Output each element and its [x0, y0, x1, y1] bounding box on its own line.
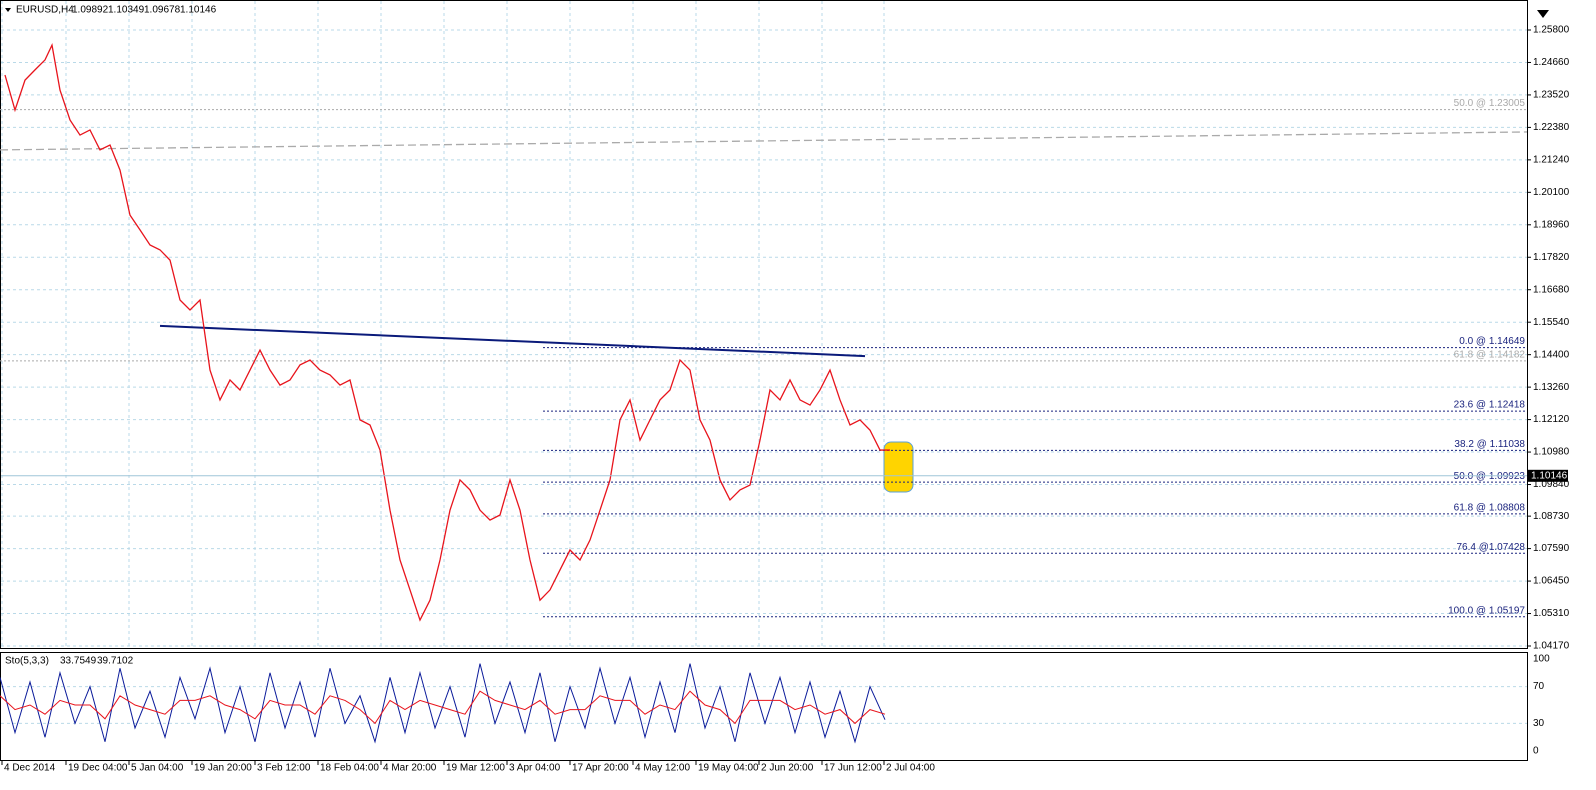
osc-value: 33.7549 [60, 656, 97, 667]
fib-label: 61.8 @ 1.14182 [1454, 350, 1526, 361]
y-tick-label: 1.23520 [1533, 90, 1570, 101]
price-line [4, 42, 890, 622]
y-tick-label: 1.04170 [1533, 641, 1570, 652]
y-tick-label: 1.17820 [1533, 252, 1570, 263]
x-tick-label: 2 Jun 20:00 [761, 763, 814, 774]
fib-label: 0.0 @ 1.14649 [1459, 336, 1525, 347]
y-tick-label: 1.06450 [1533, 576, 1570, 587]
ohlc-value: 1.09678 [144, 5, 181, 16]
ma-line [0, 131, 1528, 151]
x-tick-label: 18 Feb 04:00 [320, 763, 379, 774]
y-tick-label: 1.20100 [1533, 187, 1570, 198]
scroll-arrow [1537, 10, 1549, 18]
trendline [159, 324, 866, 358]
x-tick-label: 19 Jan 20:00 [194, 763, 252, 774]
osc-line [0, 663, 886, 744]
y-tick-label: 1.24660 [1533, 57, 1570, 68]
x-tick-label: 19 May 04:00 [698, 763, 759, 774]
x-tick-label: 19 Dec 04:00 [68, 763, 128, 774]
ohlc-value: 1.10146 [180, 5, 217, 16]
osc-line [0, 690, 886, 725]
y-tick-label: 70 [1533, 681, 1545, 692]
y-tick-label: 1.10980 [1533, 447, 1570, 458]
x-tick-label: 19 Mar 12:00 [446, 763, 505, 774]
ohlc-value: 1.09892 [72, 5, 109, 16]
y-tick-label: 1.14400 [1533, 349, 1570, 360]
x-tick-label: 5 Jan 04:00 [131, 763, 184, 774]
y-tick-label: 30 [1533, 718, 1545, 729]
fib-label: 76.4 @1.07428 [1456, 542, 1525, 553]
highlight-box [883, 441, 914, 493]
fib-label: 50.0 @ 1.23005 [1454, 98, 1526, 109]
x-tick-label: 2 Jul 04:00 [886, 763, 935, 774]
y-tick-label: 1.09840 [1533, 479, 1570, 490]
y-tick-label: 1.18960 [1533, 219, 1570, 230]
y-tick-label: 1.07590 [1533, 543, 1570, 554]
y-tick-label: 100 [1533, 654, 1550, 665]
osc-title: Sto(5,3,3) [5, 656, 49, 667]
symbol: EURUSD,H4 [16, 5, 74, 16]
x-tick-label: 17 Apr 20:00 [572, 763, 629, 774]
x-tick-label: 4 Dec 2014 [4, 763, 56, 774]
current-price-box [1528, 469, 1568, 482]
menu-arrow [5, 8, 11, 12]
y-tick-label: 1.15540 [1533, 317, 1570, 328]
y-tick-label: 1.22380 [1533, 122, 1570, 133]
y-tick-label: 0 [1533, 746, 1539, 757]
y-tick-label: 1.12120 [1533, 414, 1570, 425]
fib-label: 100.0 @ 1.05197 [1448, 605, 1525, 616]
x-tick-label: 3 Apr 04:00 [509, 763, 561, 774]
y-tick-label: 1.21240 [1533, 155, 1570, 166]
fib-label: 23.6 @ 1.12418 [1454, 400, 1526, 411]
oscillator-panel [0, 652, 1528, 761]
current-price-label: 1.10146 [1531, 470, 1568, 481]
x-tick-label: 4 May 12:00 [635, 763, 690, 774]
x-tick-label: 17 Jun 12:00 [824, 763, 882, 774]
ohlc-value: 1.10349 [108, 5, 145, 16]
y-tick-label: 1.16680 [1533, 284, 1570, 295]
y-tick-label: 1.08730 [1533, 511, 1570, 522]
fib-label: 61.8 @ 1.08808 [1454, 503, 1526, 514]
y-tick-label: 1.05310 [1533, 608, 1570, 619]
x-tick-label: 3 Feb 12:00 [257, 763, 311, 774]
y-tick-label: 1.13260 [1533, 382, 1570, 393]
price-panel [0, 0, 1528, 649]
x-tick-label: 4 Mar 20:00 [383, 763, 437, 774]
fib-label: 38.2 @ 1.11038 [1454, 439, 1525, 450]
osc-value: 39.7102 [97, 656, 134, 667]
y-tick-label: 1.25800 [1533, 25, 1570, 36]
